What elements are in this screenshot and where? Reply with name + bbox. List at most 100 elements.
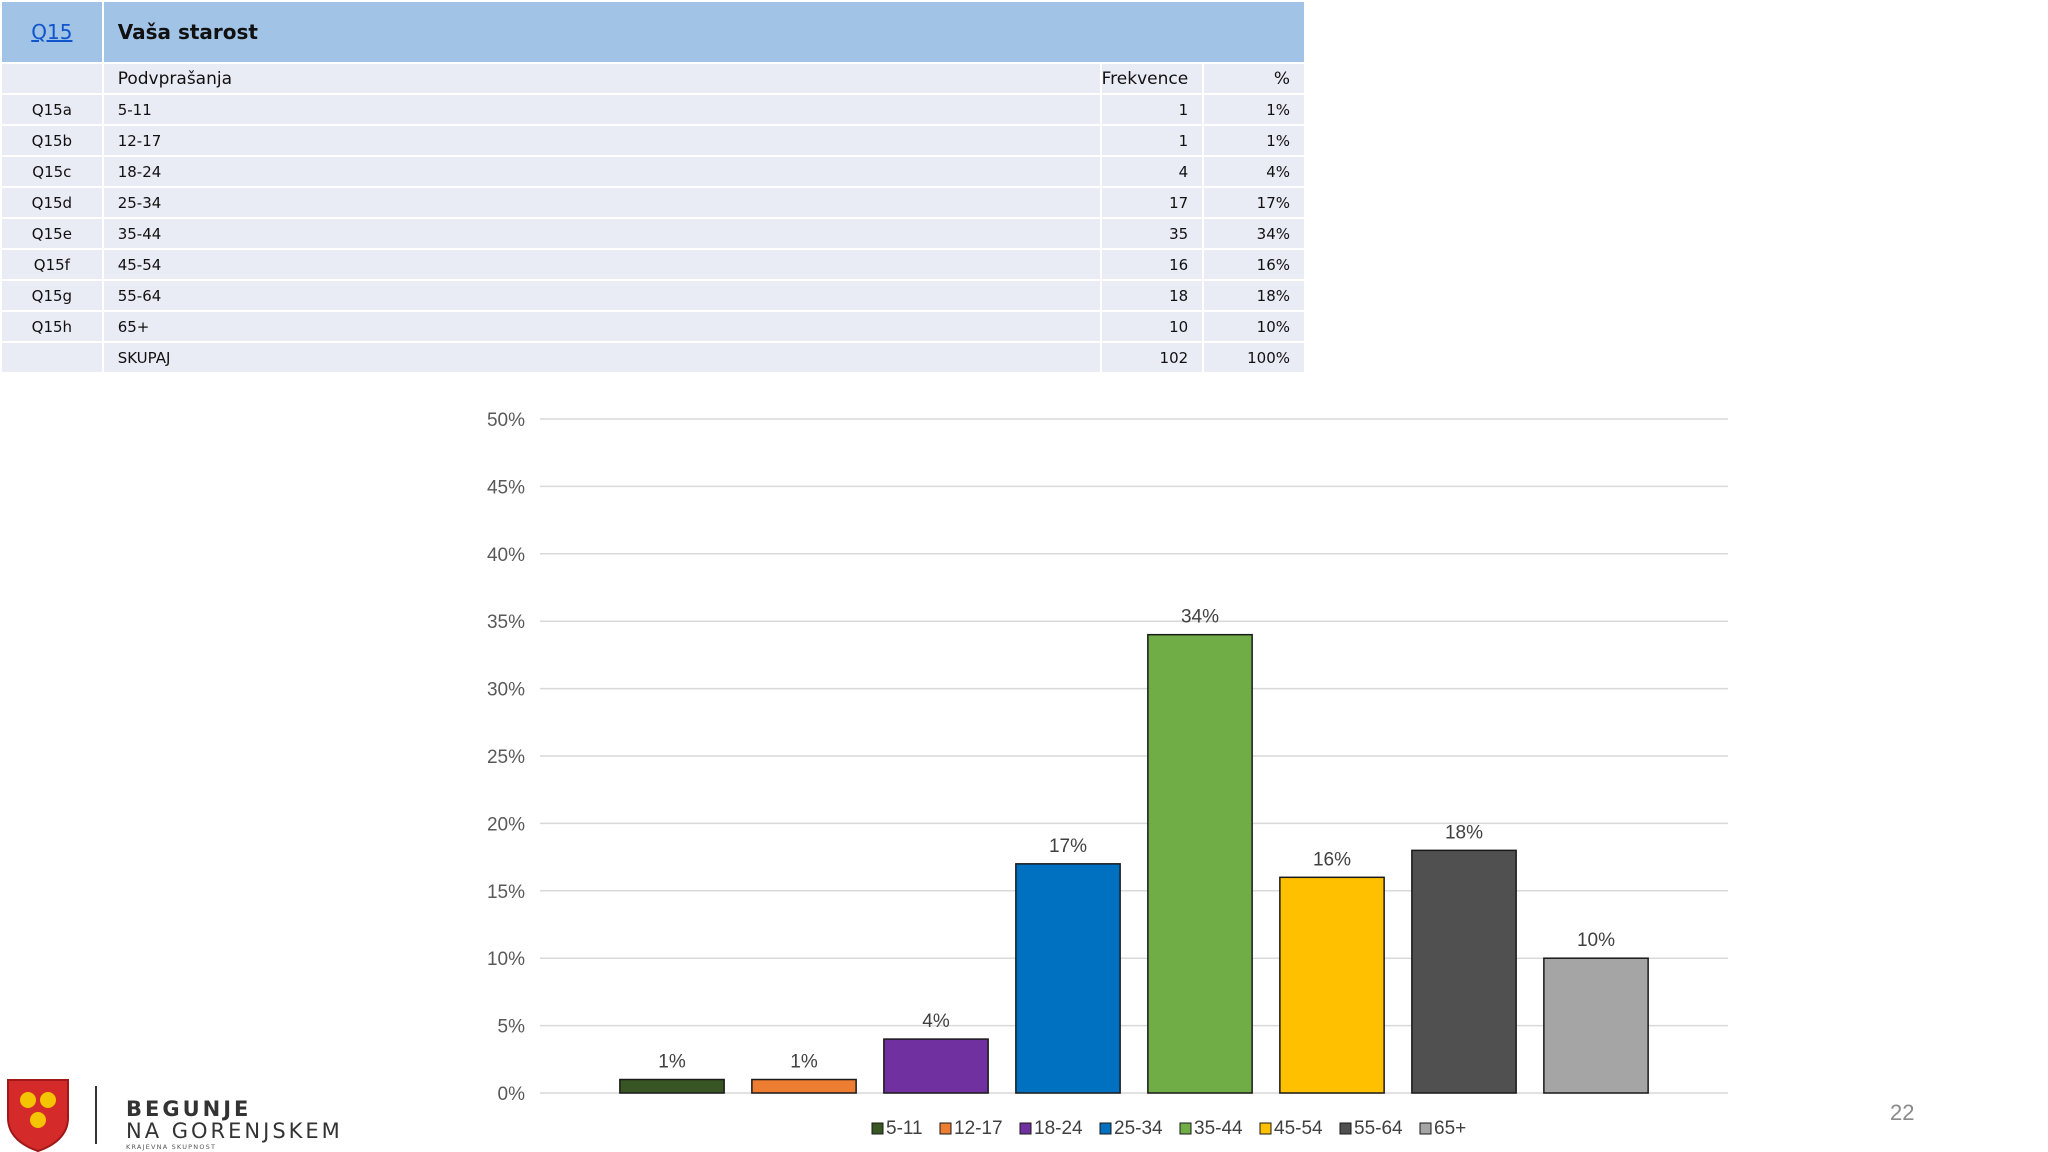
coat-of-arms-circle [30,1112,46,1128]
legend-label: 55-64 [1354,1118,1403,1139]
question-id-link[interactable]: Q15 [31,20,73,44]
legend-swatch [871,1122,884,1135]
row-percent: 10% [1204,312,1304,341]
legend-swatch [1099,1122,1112,1135]
logo-line1: BEGUNJE [126,1097,251,1121]
table-row: Q15e 35-44 35 34% [2,219,1304,248]
row-label: 18-24 [103,157,1100,186]
table-header-row: Q15 Vaša starost [2,2,1304,62]
row-code: Q15d [2,188,102,217]
row-frequency: 1 [1101,126,1203,155]
y-tick-label: 35% [487,612,525,633]
table-row: Q15h 65+ 10 10% [2,312,1304,341]
begunje-logo: BEGUNJE NA GORENJSKEM KRAJEVNA SKUPNOST [7,1079,343,1152]
frequency-table: Q15 Vaša starost Podvprašanja Frekvence … [0,0,1306,374]
y-tick-label: 10% [487,949,525,970]
legend-swatch [1419,1122,1432,1135]
row-code: Q15h [2,312,102,341]
row-code: Q15b [2,126,102,155]
legend-swatch [1019,1122,1032,1135]
row-percent: 1% [1204,95,1304,124]
row-label: SKUPAJ [103,343,1100,372]
row-code: Q15c [2,157,102,186]
row-percent: 34% [1204,219,1304,248]
table-row: Q15b 12-17 1 1% [2,126,1304,155]
row-label: 45-54 [103,250,1100,279]
legend-label: 45-54 [1274,1118,1323,1139]
legend-label: 5-11 [886,1118,923,1139]
bar-data-label: 34% [1181,607,1219,628]
y-tick-label: 5% [498,1017,526,1038]
bar [883,1038,989,1094]
y-tick-label: 0% [498,1084,526,1105]
y-tick-label: 15% [487,882,525,903]
row-percent: 16% [1204,250,1304,279]
row-frequency: 1 [1101,95,1203,124]
bar-data-label: 17% [1049,836,1087,857]
row-frequency: 35 [1101,219,1203,248]
legend-swatch [1259,1122,1272,1135]
legend-label: 65+ [1434,1118,1466,1139]
table-row: Q15a 5-11 1 1% [2,95,1304,124]
row-label: 25-34 [103,188,1100,217]
legend-swatch [939,1122,952,1135]
question-title: Vaša starost [103,2,1304,62]
column-header-frequency: Frekvence [1101,64,1203,93]
table-row: Q15c 18-24 4 4% [2,157,1304,186]
row-label: 55-64 [103,281,1100,310]
question-id-cell: Q15 [2,2,102,62]
coat-of-arms-circle [40,1092,56,1108]
row-label: 5-11 [103,95,1100,124]
row-percent: 1% [1204,126,1304,155]
row-percent: 17% [1204,188,1304,217]
coat-of-arms-circle [20,1092,36,1108]
bar [1015,863,1121,1094]
logo-line2: NA GORENJSKEM [126,1119,343,1143]
row-percent: 4% [1204,157,1304,186]
column-header-code [2,64,102,93]
legend-label: 12-17 [954,1118,1003,1139]
column-header-percent: % [1204,64,1304,93]
table-total-row: SKUPAJ 102 100% [2,343,1304,372]
row-code: Q15e [2,219,102,248]
row-code [2,343,102,372]
legend-label: 35-44 [1194,1118,1243,1139]
y-tick-label: 50% [487,410,525,431]
row-code: Q15a [2,95,102,124]
y-tick-label: 20% [487,814,525,835]
y-tick-label: 40% [487,545,525,566]
bar-data-label: 1% [658,1052,686,1073]
bar [751,1078,857,1094]
column-header-row: Podvprašanja Frekvence % [2,64,1304,93]
column-header-subquestions: Podvprašanja [103,64,1100,93]
row-code: Q15g [2,281,102,310]
row-percent: 18% [1204,281,1304,310]
y-tick-label: 25% [487,747,525,768]
bar [619,1078,725,1094]
row-label: 35-44 [103,219,1100,248]
bar-data-label: 1% [790,1052,818,1073]
bar [1147,633,1253,1094]
legend-swatch [1179,1122,1192,1135]
row-percent: 100% [1204,343,1304,372]
y-tick-label: 30% [487,680,525,701]
row-frequency: 102 [1101,343,1203,372]
bar-data-label: 4% [922,1011,950,1032]
bar [1543,957,1649,1094]
row-frequency: 16 [1101,250,1203,279]
row-frequency: 17 [1101,188,1203,217]
row-frequency: 18 [1101,281,1203,310]
bar [1279,876,1385,1094]
logo-line3: KRAJEVNA SKUPNOST [126,1143,216,1151]
bar-data-label: 10% [1577,930,1615,951]
bar-data-label: 18% [1445,822,1483,843]
table-row: Q15d 25-34 17 17% [2,188,1304,217]
row-code: Q15f [2,250,102,279]
y-tick-label: 45% [487,477,525,498]
table-row: Q15f 45-54 16 16% [2,250,1304,279]
row-frequency: 4 [1101,157,1203,186]
legend-label: 18-24 [1034,1118,1083,1139]
row-label: 65+ [103,312,1100,341]
legend-swatch [1339,1122,1352,1135]
page-number: 22 [1890,1100,1915,1125]
